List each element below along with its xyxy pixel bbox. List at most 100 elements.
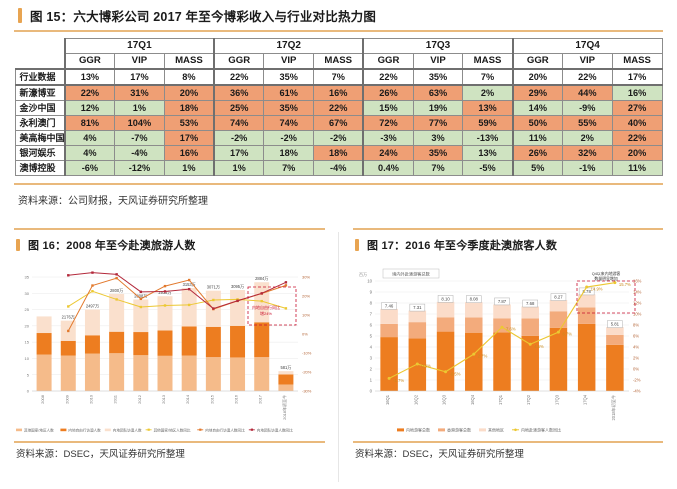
cell-r1-c6: 15% [362, 100, 414, 116]
cell-r5-c10: -1% [561, 160, 613, 176]
svg-text:5: 5 [370, 334, 373, 339]
cell-r4-c10: 32% [561, 145, 613, 161]
figure-15-source: 资料来源：公司财报，天风证券研究所整理 [18, 196, 208, 207]
svg-text:25: 25 [25, 307, 30, 312]
cell-r2-c6: 72% [362, 115, 414, 131]
cell-r4-c6: 24% [362, 145, 414, 161]
figure-17-plot: 0 1 2 3 4 5 6 7 8 9 10 -4% -2% 0% 2% 4% 6% 8% 10% 12% 14% 16%… [359, 268, 642, 432]
svg-text:17Q1: 17Q1 [498, 394, 503, 405]
cell-industry-7: 35% [412, 68, 464, 86]
svg-text:8.78: 8.78 [582, 289, 591, 294]
svg-text:2884万: 2884万 [255, 276, 268, 281]
row-label-4: 银河娱乐 [14, 145, 66, 161]
figure-16-plot: 0 5 10 15 20 25 30 35 -30% -20% -10% 0% 10% 20% 30% 217… [16, 271, 312, 432]
svg-text:17Q2: 17Q2 [526, 394, 531, 405]
svg-text:1: 1 [370, 378, 373, 383]
metric-header-ggr-q2: GGR [213, 53, 265, 70]
svg-text:内地自由行访澳人数同比: 内地自由行访澳人数同比 [205, 427, 245, 432]
heatmap-table: 17Q1 17Q2 17Q3 17Q4 GGR VIP MASS GGR VIP… [14, 38, 663, 176]
svg-text:4: 4 [370, 345, 373, 350]
svg-text:2.7%: 2.7% [478, 354, 488, 359]
cell-industry-1: 17% [114, 68, 165, 86]
svg-text:百万: 百万 [359, 272, 367, 277]
figure-17-rule-bottom [353, 441, 663, 443]
cell-r5-c11: 11% [611, 160, 663, 176]
svg-text:内地自由行同比: 内地自由行同比 [252, 304, 280, 310]
svg-text:7.6%: 7.6% [506, 327, 516, 332]
metric-header-mass-q2: MASS [313, 53, 364, 70]
cell-r0-c5: 16% [313, 84, 364, 101]
cell-r1-c9: 14% [511, 100, 563, 116]
svg-text:16Q3: 16Q3 [442, 394, 447, 405]
cell-r0-c7: 63% [412, 84, 464, 101]
cell-r1-c8: 13% [462, 100, 514, 116]
cell-r0-c2: 20% [163, 84, 215, 101]
row-label-3: 美高梅中国 [14, 130, 66, 146]
cell-r2-c4: 74% [263, 115, 315, 131]
cell-r0-c10: 44% [561, 84, 613, 101]
cell-industry-0: 13% [63, 68, 116, 86]
cell-r4-c8: 13% [462, 145, 514, 161]
metric-header-vip-q3: VIP [412, 53, 464, 70]
svg-text:0: 0 [27, 389, 30, 394]
cell-r1-c11: 27% [611, 100, 663, 116]
table-corner-cell-2 [15, 53, 65, 69]
svg-text:6%: 6% [633, 334, 639, 339]
cell-r4-c1: -4% [114, 145, 165, 161]
svg-text:2017: 2017 [258, 394, 263, 404]
cell-r4-c3: 17% [213, 145, 265, 161]
cell-r5-c1: -12% [114, 160, 165, 176]
svg-text:5: 5 [27, 372, 30, 377]
cell-r1-c0: 12% [63, 100, 116, 116]
svg-text:15.7%: 15.7% [619, 282, 631, 287]
row-label-2: 永利澳门 [14, 115, 66, 131]
table-row: 美高梅中国 4% -7% 17% -2% -2% -2% -3% 3% -13% 11% 2% 22% [14, 130, 663, 146]
svg-text:2010: 2010 [88, 394, 93, 404]
cell-r0-c9: 29% [511, 84, 563, 101]
cell-r5-c2: 1% [163, 160, 215, 176]
cell-r2-c5: 67% [313, 115, 364, 131]
cell-r2-c1: 104% [114, 115, 165, 131]
svg-text:8.10: 8.10 [441, 296, 450, 301]
cell-r2-c8: 59% [462, 115, 514, 131]
svg-text:-10%: -10% [302, 351, 312, 356]
svg-text:境内外赴澳游客总数: 境内外赴澳游客总数 [392, 271, 431, 278]
figure-17: 图 17： 2016 年至今季度赴澳旅客人数 0 1 2 3 4 5 6 7 8 9 10 -4% -2… [339, 228, 677, 489]
cell-r1-c5: 22% [313, 100, 364, 116]
cell-r3-c8: -13% [462, 130, 514, 146]
svg-text:581万: 581万 [280, 365, 291, 370]
svg-text:17Q4: 17Q4 [583, 394, 588, 405]
svg-text:内地团队访澳人数: 内地团队访澳人数 [113, 427, 142, 432]
svg-text:2%: 2% [633, 356, 639, 361]
svg-text:4.5%: 4.5% [534, 344, 544, 349]
svg-text:3: 3 [370, 356, 373, 361]
figure-17-heading: 2016 年至今季度赴澳旅客人数 [405, 240, 558, 252]
cell-r4-c4: 18% [263, 145, 315, 161]
cell-r5-c8: -5% [462, 160, 514, 176]
cell-r4-c0: 4% [63, 145, 116, 161]
cell-r5-c5: -4% [313, 160, 364, 176]
svg-text:其他国家/地区人数: 其他国家/地区人数 [24, 427, 54, 432]
svg-text:7.87: 7.87 [498, 299, 507, 304]
svg-text:8: 8 [370, 301, 373, 306]
svg-text:30%: 30% [302, 275, 310, 280]
svg-text:2: 2 [370, 367, 373, 372]
svg-text:14%: 14% [633, 290, 642, 295]
svg-text:内地团队访澳人数同比: 内地团队访澳人数同比 [257, 427, 293, 432]
figure-16-source: 资料来源：DSEC，天风证券研究所整理 [16, 449, 185, 460]
metric-header-mass-q1: MASS [163, 53, 215, 70]
quarter-header-17q4: 17Q4 [511, 38, 663, 54]
svg-text:15: 15 [25, 340, 30, 345]
svg-text:其他国家/地区人数同比: 其他国家/地区人数同比 [154, 427, 191, 432]
cell-r3-c7: 3% [412, 130, 464, 146]
column-divider [338, 232, 339, 482]
svg-text:4%: 4% [633, 345, 639, 350]
svg-text:0: 0 [370, 389, 373, 394]
cell-r0-c0: 22% [63, 84, 116, 101]
cell-r3-c10: 2% [561, 130, 613, 146]
svg-text:2014: 2014 [185, 394, 190, 404]
svg-text:2932万: 2932万 [158, 290, 171, 295]
cell-r5-c9: 5% [511, 160, 563, 176]
svg-text:7.68: 7.68 [526, 301, 535, 306]
